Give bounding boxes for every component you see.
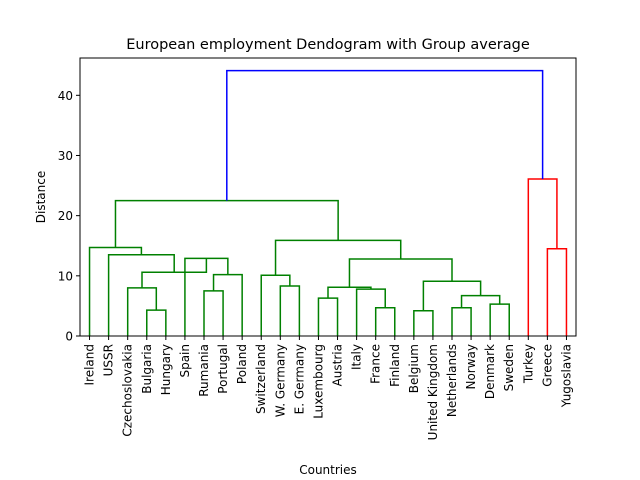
dendrogram-link: [348, 258, 453, 288]
y-axis: 0 10 20 30 40: [58, 89, 80, 344]
leaf-label: Sweden: [502, 344, 516, 391]
dendrogram-link: [451, 306, 472, 336]
leaf-label: United Kingdom: [426, 344, 440, 440]
leaf-label: Portugal: [216, 344, 230, 394]
leaf-label: Switzerland: [254, 344, 268, 414]
dendrogram-links: [88, 69, 568, 336]
y-tick-label: 40: [58, 89, 73, 103]
leaf-label: Turkey: [521, 344, 535, 384]
leaf-label: W. Germany: [273, 344, 287, 417]
dendrogram-link: [212, 273, 243, 336]
dendrogram-link: [107, 254, 175, 336]
leaf-label: Norway: [464, 344, 478, 390]
y-axis-label: Distance: [34, 171, 48, 223]
dendrogram-link: [460, 294, 501, 308]
leaf-label: Finland: [388, 344, 402, 387]
leaf-label: Austria: [331, 344, 345, 386]
y-tick-label: 0: [65, 330, 73, 344]
leaf-label: Poland: [235, 344, 249, 384]
dendrogram-link: [489, 303, 510, 336]
dendrogram-link: [126, 287, 158, 336]
y-tick-label: 20: [58, 209, 73, 223]
leaf-label: Denmark: [483, 344, 497, 399]
leaf-label: USSR: [102, 344, 116, 376]
leaf-label: Czechoslovakia: [121, 344, 135, 437]
leaf-label: Spain: [178, 344, 192, 378]
dendrogram-link: [327, 286, 372, 299]
dendrogram-link: [146, 309, 167, 336]
x-axis: Ireland USSR Czechoslovakia Bulgaria Hungary…: [83, 336, 573, 440]
leaf-label: Netherlands: [445, 344, 459, 417]
leaf-label: Bulgaria: [140, 344, 154, 394]
dendrogram-link: [317, 297, 339, 336]
dendrogram-link: [355, 288, 386, 336]
dendrogram-link: [413, 309, 434, 336]
y-tick-label: 10: [58, 269, 73, 283]
x-axis-label: Countries: [299, 463, 357, 477]
plot-frame: [79, 57, 577, 337]
dendrogram-link: [260, 274, 291, 336]
leaf-label: Luxembourg: [311, 344, 325, 419]
dendrogram-link: [546, 247, 568, 336]
y-tick-label: 30: [58, 149, 73, 163]
leaf-label: Belgium: [407, 344, 421, 393]
dendrogram-link: [279, 285, 301, 336]
dendrogram-link: [527, 178, 558, 336]
leaf-label: Greece: [540, 344, 554, 387]
leaf-label: Ireland: [83, 344, 97, 386]
leaf-label: Rumania: [197, 344, 211, 397]
dendrogram-link: [88, 246, 143, 336]
leaf-label: Yugoslavia: [559, 344, 573, 408]
chart-title: European employment Dendogram with Group…: [126, 37, 530, 53]
dendrogram-link: [226, 69, 544, 201]
leaf-label: E. Germany: [292, 344, 306, 414]
dendrogram-link: [203, 290, 224, 336]
dendrogram-link: [274, 239, 402, 276]
leaf-label: Italy: [350, 344, 364, 370]
leaf-label: Hungary: [159, 344, 173, 395]
dendrogram-link: [374, 306, 396, 336]
leaf-label: France: [369, 344, 383, 384]
